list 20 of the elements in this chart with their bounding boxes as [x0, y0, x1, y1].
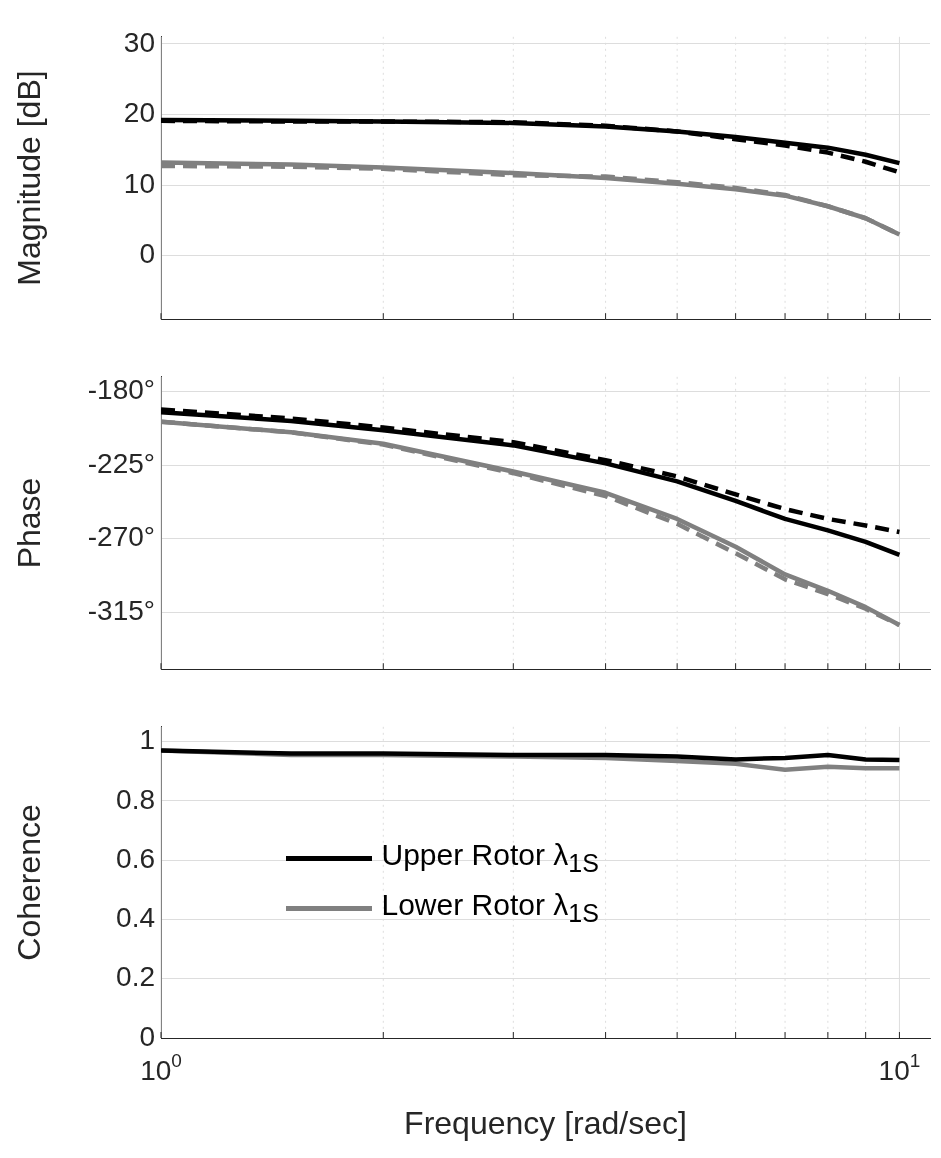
- y-tick-label: -270°: [87, 521, 155, 553]
- y-tick-label: 0.6: [116, 842, 155, 874]
- y-tick-label: 20: [123, 97, 155, 129]
- x-axis-title: Frequency [rad/sec]: [404, 1104, 687, 1141]
- y-axis-title: Coherence: [11, 804, 48, 961]
- y-tick-label: 30: [123, 26, 155, 58]
- y-tick-label: 0.2: [116, 961, 155, 993]
- y-axis-title: Magnitude [dB]: [11, 70, 48, 286]
- y-tick-label: 0.8: [116, 783, 155, 815]
- y-tick-label: -225°: [87, 447, 155, 479]
- y-tick-label: 0: [139, 1020, 155, 1052]
- y-tick-label: 10: [123, 167, 155, 199]
- y-tick-label: 0.4: [116, 902, 155, 934]
- y-tick-label: -315°: [87, 594, 155, 626]
- legend-label: Lower Rotor λ$_{1S}$: [381, 888, 599, 928]
- y-tick-label: 0: [139, 238, 155, 270]
- y-axis-title: Phase: [11, 477, 48, 569]
- y-tick-label: 1: [139, 724, 155, 756]
- y-tick-label: -180°: [87, 374, 155, 406]
- legend-label: Upper Rotor λ$_{1S}$: [381, 838, 599, 878]
